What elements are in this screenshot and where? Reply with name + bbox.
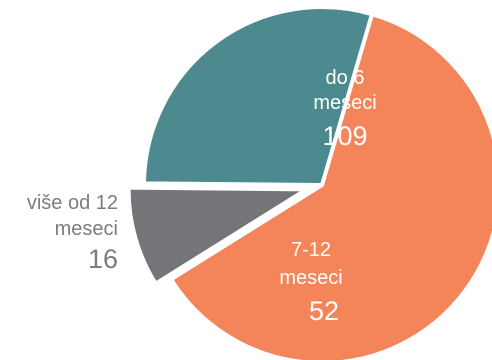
label-vise-od-12-line1: više od 12 <box>27 192 118 214</box>
value-vise-od-12: 16 <box>88 244 118 274</box>
value-7-12: 52 <box>309 296 339 326</box>
pie-slices <box>126 5 492 360</box>
slice-7-12 <box>142 5 374 187</box>
label-7-12-line2: meseci <box>279 267 342 289</box>
slice-vise-od-12 <box>126 185 309 286</box>
label-do-6-line1: do 6 <box>326 67 365 89</box>
slice-do-6 <box>169 12 492 360</box>
label-vise-od-12-line2: meseci <box>55 218 118 240</box>
label-7-12-line1: 7-12 <box>291 239 331 261</box>
value-do-6: 109 <box>322 121 367 151</box>
label-do-6-line2: meseci <box>313 92 376 114</box>
